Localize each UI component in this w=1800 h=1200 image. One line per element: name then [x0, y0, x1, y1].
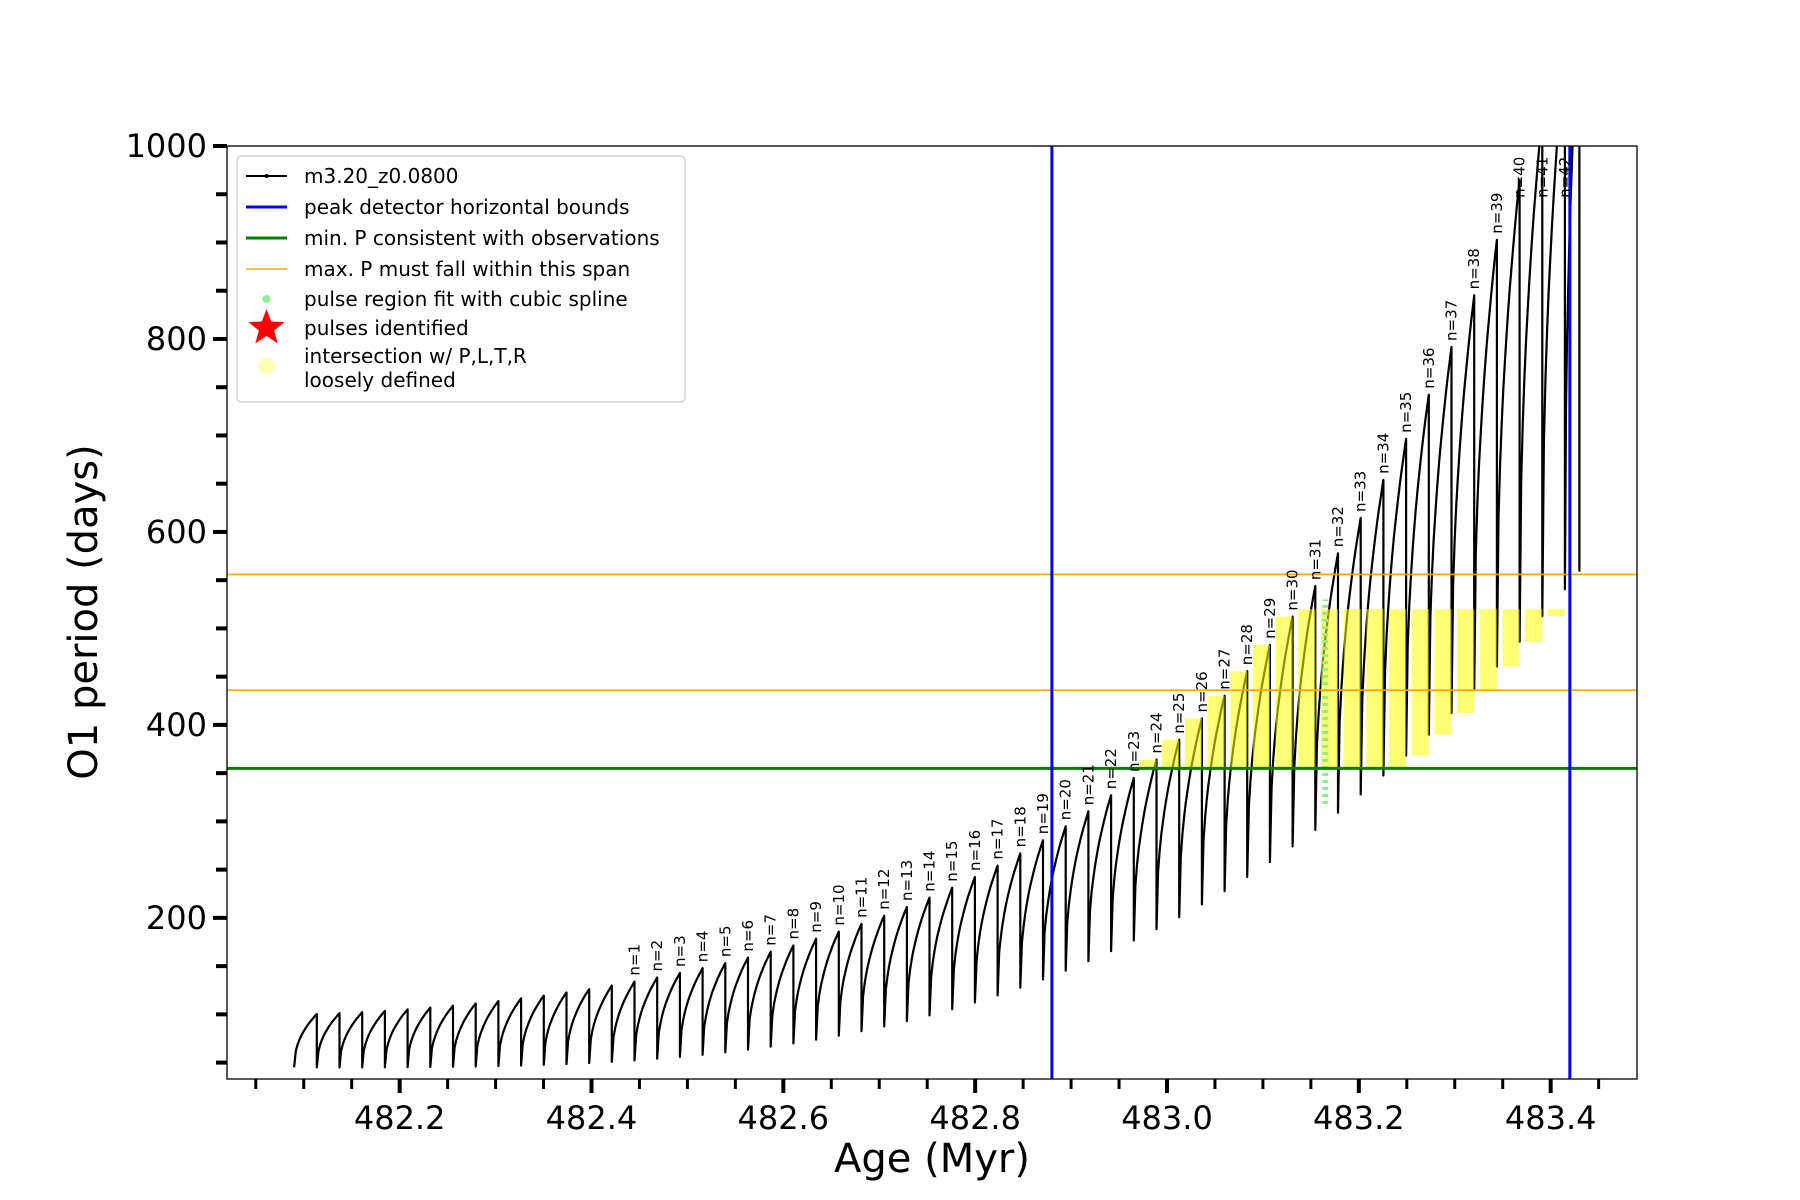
intersection-region	[1457, 609, 1475, 713]
pulse-label: n=30	[1284, 569, 1302, 610]
legend-key-spline	[262, 295, 271, 303]
pulse-label: n=38	[1465, 248, 1483, 289]
pulse-label: n=33	[1352, 471, 1370, 512]
intersection-region	[1139, 759, 1157, 769]
y-tick-label: 1000	[126, 127, 207, 165]
pulse-label: n=31	[1306, 539, 1324, 580]
intersection-region	[1162, 739, 1180, 769]
legend-label: m3.20_z0.0800	[304, 164, 459, 188]
pulse-label: n=1	[626, 944, 644, 976]
pulse-label: n=39	[1488, 193, 1506, 234]
pulse-label: n=42	[1556, 157, 1574, 198]
pulse-label: n=26	[1193, 671, 1211, 712]
x-tick-label: 483.2	[1313, 1099, 1405, 1137]
legend-key-intersection	[258, 358, 275, 374]
intersection-region	[1411, 609, 1429, 756]
intersection-region	[1366, 609, 1384, 769]
pulse-label: n=24	[1148, 712, 1166, 753]
intersection-region	[1343, 609, 1361, 769]
pulse-label: n=12	[875, 869, 893, 910]
pulse-label: n=22	[1102, 748, 1120, 789]
intersection-region	[1298, 609, 1316, 769]
y-tick-label: 600	[146, 513, 207, 551]
legend-key-marker	[264, 174, 269, 178]
x-tick-label: 482.4	[546, 1099, 638, 1137]
axes-layer: 482.2 482.4 482.6 482.8 483.0 483.2 483.4 200 40…	[126, 127, 1601, 1137]
y-tick-label: 800	[146, 320, 207, 358]
intersection-region	[1321, 609, 1338, 769]
period-curve-line	[293, 146, 1581, 1069]
pulse-label: n=37	[1443, 300, 1461, 341]
pulse-label: n=23	[1125, 731, 1143, 772]
legend-label: pulse region fit with cubic spline	[304, 287, 628, 311]
x-tick-label: 482.8	[929, 1099, 1021, 1137]
pulse-label: n=3	[671, 935, 689, 967]
pulse-label: n=28	[1238, 624, 1256, 665]
intersection-region	[1479, 609, 1497, 691]
legend-label: peak detector horizontal bounds	[304, 195, 630, 219]
x-tick-label: 482.2	[354, 1099, 446, 1137]
pulse-label: n=19	[1034, 793, 1052, 834]
reference-lines-layer	[227, 146, 1637, 1079]
intersection-region	[1252, 644, 1270, 769]
y-axis-title: O1 period (days)	[61, 444, 107, 779]
x-axis-title: Age (Myr)	[834, 1136, 1030, 1182]
intersection-region	[1275, 616, 1293, 769]
pulse-label: n=16	[966, 830, 984, 871]
highlight-layer	[1139, 599, 1565, 805]
pulse-label: n=21	[1079, 764, 1097, 805]
pulse-label: n=7	[762, 914, 780, 946]
pulse-label: n=15	[943, 841, 961, 882]
pulse-label: n=10	[830, 884, 848, 925]
legend-key-star	[248, 309, 285, 344]
pulse-label: n=27	[1216, 649, 1234, 690]
pulse-label: n=34	[1374, 433, 1392, 474]
pulse-label: n=9	[807, 901, 825, 933]
legend-box	[236, 155, 686, 403]
pulse-label: n=32	[1329, 506, 1347, 547]
intersection-region	[1502, 609, 1520, 667]
pulse-label: n=2	[648, 940, 666, 972]
legend-label: loosely defined	[304, 368, 456, 392]
pulse-label: n=36	[1420, 348, 1438, 389]
y-tick-label: 400	[146, 706, 207, 744]
intersection-region	[1230, 671, 1248, 769]
pulse-label: n=41	[1533, 157, 1551, 198]
intersection-region	[1525, 609, 1543, 642]
legend-label: intersection w/ P,L,T,R	[304, 344, 527, 368]
pulse-label: n=20	[1057, 779, 1075, 820]
intersection-region	[1184, 718, 1202, 769]
pulse-label: n=4	[694, 931, 712, 963]
y-tick-label: 200	[146, 899, 207, 937]
pulse-label: n=6	[739, 920, 757, 952]
intersection-region	[1547, 609, 1565, 617]
pulse-label: n=8	[784, 908, 802, 940]
pulse-label: n=35	[1397, 392, 1415, 433]
legend-label: max. P must fall within this span	[304, 257, 630, 281]
pulse-label: n=5	[716, 925, 734, 957]
pulse-label: n=17	[989, 818, 1007, 859]
plot-frame	[226, 145, 1638, 1080]
intersection-region	[1389, 609, 1407, 769]
legend-label: min. P consistent with observations	[304, 226, 660, 250]
pulse-label: n=14	[921, 851, 939, 892]
pulse-label: n=29	[1261, 598, 1279, 639]
intersection-region	[1207, 695, 1225, 769]
intersection-region	[1434, 609, 1452, 735]
pulse-label: n=18	[1011, 806, 1029, 847]
pulse-labels-layer: n=1 n=2 n=3 n=4 n=5 n=6 n=7 n=8 n=9 n=10 n=11 n=12 n…	[626, 157, 1574, 976]
x-tick-label: 483.0	[1121, 1099, 1213, 1137]
legend-label: pulses identified	[304, 316, 469, 340]
pulse-label: n=13	[898, 860, 916, 901]
x-tick-label: 482.6	[738, 1099, 830, 1137]
x-tick-label: 483.4	[1505, 1099, 1597, 1137]
pulse-label: n=11	[853, 877, 871, 918]
pulse-label: n=25	[1170, 693, 1188, 734]
pulse-label: n=40	[1511, 157, 1529, 198]
period-curve-layer	[293, 146, 1581, 1069]
